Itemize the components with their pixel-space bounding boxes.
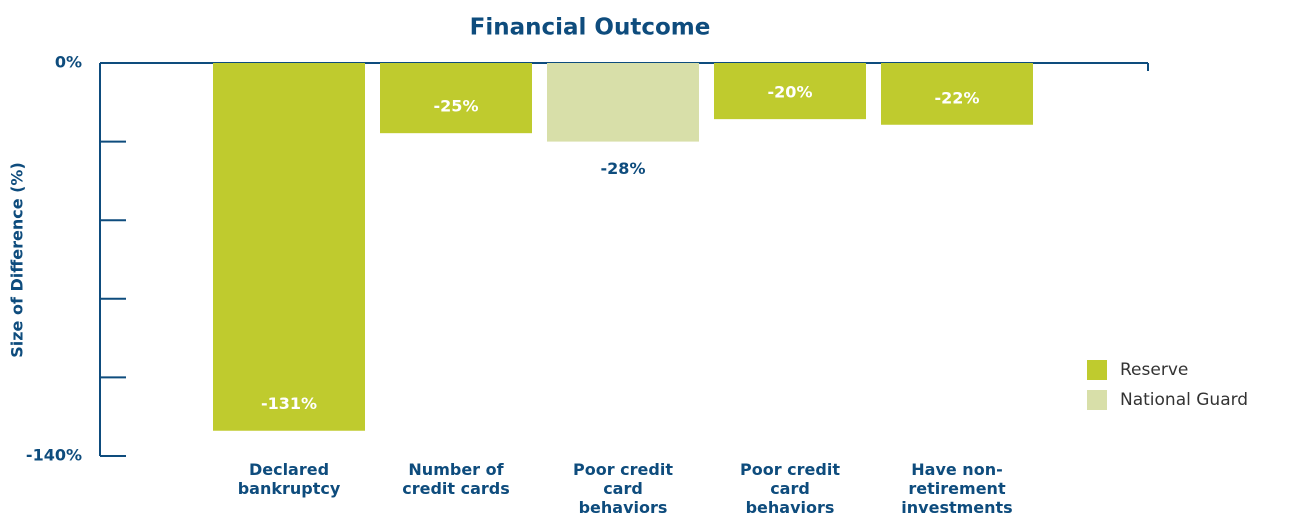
y-tick-label: 0% [55,53,82,72]
y-tick-label: -140% [26,446,82,465]
x-tick-label: Have non-retirement investments [901,460,1012,517]
data-label: -22% [935,88,980,107]
data-label: -28% [601,159,646,178]
legend-swatch [1087,390,1107,410]
x-tick-label: Declared bankruptcy [238,460,341,498]
legend-label: Reserve [1120,360,1188,380]
bar [547,63,699,142]
bar [881,63,1033,125]
x-tick-label: Poor credit card behaviors [740,460,840,517]
bar [213,63,365,431]
y-axis-title: Size of Difference (%) [8,162,27,358]
data-label: -25% [434,97,479,116]
legend-swatch [1087,360,1107,380]
x-tick-label: Number of credit cards [402,460,510,498]
x-tick-label: Poor credit card behaviors [573,460,673,517]
data-label: -20% [768,83,813,102]
legend-label: National Guard [1120,390,1248,410]
bar [380,63,532,134]
chart-title: Financial Outcome [470,15,711,41]
data-label: -131% [261,394,317,413]
bar [714,63,866,120]
